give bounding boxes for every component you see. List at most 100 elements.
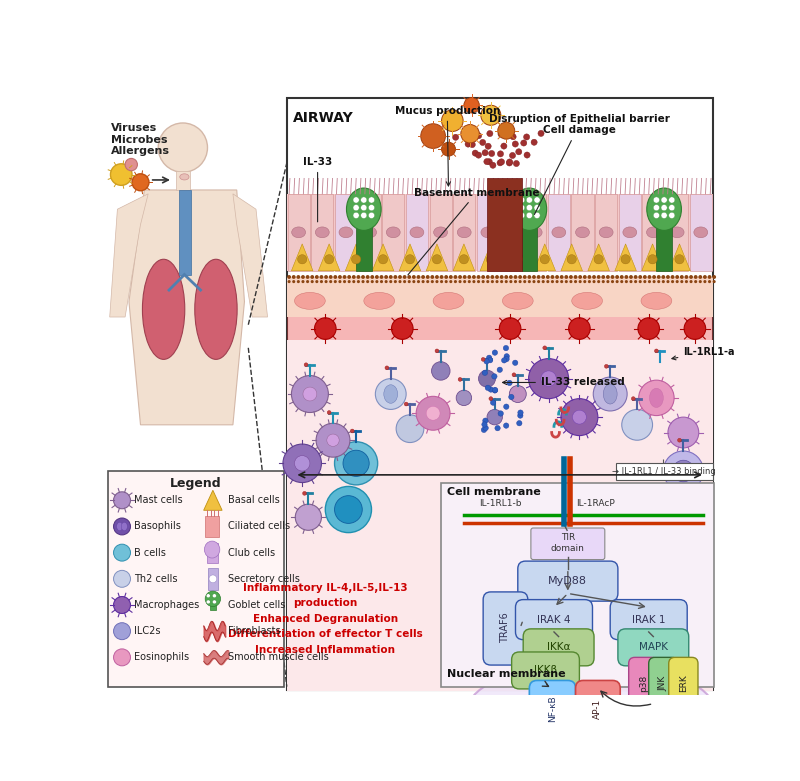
Circle shape [541,371,556,387]
Circle shape [504,159,510,166]
Circle shape [708,275,711,279]
Circle shape [125,159,138,171]
Circle shape [488,162,494,168]
Circle shape [500,280,503,284]
Circle shape [462,275,466,279]
Circle shape [671,280,674,284]
Circle shape [560,275,564,279]
Circle shape [334,275,338,279]
Ellipse shape [434,227,447,237]
Circle shape [465,130,471,137]
Circle shape [523,275,526,279]
Circle shape [643,280,646,284]
Circle shape [353,197,359,203]
Circle shape [684,318,706,340]
Circle shape [475,152,481,157]
Polygon shape [204,490,222,510]
Ellipse shape [194,259,237,359]
Circle shape [512,373,516,376]
Polygon shape [110,194,148,317]
Circle shape [526,205,533,211]
Circle shape [504,354,510,359]
Ellipse shape [205,591,221,607]
Circle shape [412,275,416,279]
Circle shape [417,275,420,279]
Circle shape [482,418,488,423]
Circle shape [661,212,667,219]
Circle shape [514,280,517,284]
Bar [501,194,522,271]
Circle shape [662,275,666,279]
Circle shape [348,280,350,284]
Circle shape [304,363,308,367]
Circle shape [620,280,623,284]
Circle shape [529,358,569,398]
Circle shape [491,280,494,284]
Ellipse shape [386,227,400,237]
Circle shape [352,280,355,284]
Circle shape [654,212,659,219]
Text: Nuclear membrane: Nuclear membrane [447,669,566,679]
Circle shape [615,275,619,279]
Circle shape [490,148,495,155]
Circle shape [570,280,573,284]
Circle shape [396,415,424,443]
Circle shape [329,280,332,284]
Circle shape [488,387,494,392]
Circle shape [685,280,688,284]
Circle shape [478,370,495,387]
Circle shape [375,275,379,279]
Ellipse shape [205,541,220,558]
Circle shape [502,358,507,363]
Text: Smooth muscle cells: Smooth muscle cells [228,652,329,662]
Circle shape [652,275,656,279]
Circle shape [495,152,502,159]
Circle shape [327,434,339,447]
Text: NF-κB: NF-κB [548,696,557,722]
Polygon shape [426,244,448,271]
Circle shape [506,149,513,155]
Circle shape [555,280,558,284]
Circle shape [334,496,362,523]
Circle shape [694,275,698,279]
Circle shape [648,280,651,284]
Circle shape [676,280,678,284]
Circle shape [634,280,637,284]
Circle shape [666,280,670,284]
Circle shape [347,275,351,279]
Circle shape [673,460,694,482]
FancyBboxPatch shape [575,680,620,738]
Bar [311,194,334,271]
Circle shape [495,280,498,284]
Circle shape [703,280,706,284]
Ellipse shape [364,292,394,309]
Text: AP-1: AP-1 [594,699,602,719]
Circle shape [625,280,628,284]
Circle shape [537,280,540,284]
Circle shape [648,255,657,264]
Text: Club cells: Club cells [228,547,275,558]
Circle shape [597,275,601,279]
Circle shape [432,255,442,264]
Ellipse shape [694,227,708,237]
Circle shape [492,374,497,379]
Circle shape [458,377,462,381]
Text: JNK: JNK [659,676,668,691]
Circle shape [500,275,503,279]
Circle shape [435,349,439,353]
Circle shape [509,161,515,166]
Circle shape [454,280,457,284]
Circle shape [555,275,559,279]
Circle shape [685,275,688,279]
Bar [176,171,190,190]
Circle shape [488,141,494,147]
Bar [287,194,713,271]
Circle shape [518,197,525,203]
Text: Basement membrane: Basement membrane [408,187,539,275]
Bar [618,194,641,271]
Text: Eosinophils: Eosinophils [134,652,190,662]
Circle shape [301,275,305,279]
Text: IRAK 4: IRAK 4 [538,615,570,625]
Circle shape [342,275,346,279]
Circle shape [712,275,716,279]
